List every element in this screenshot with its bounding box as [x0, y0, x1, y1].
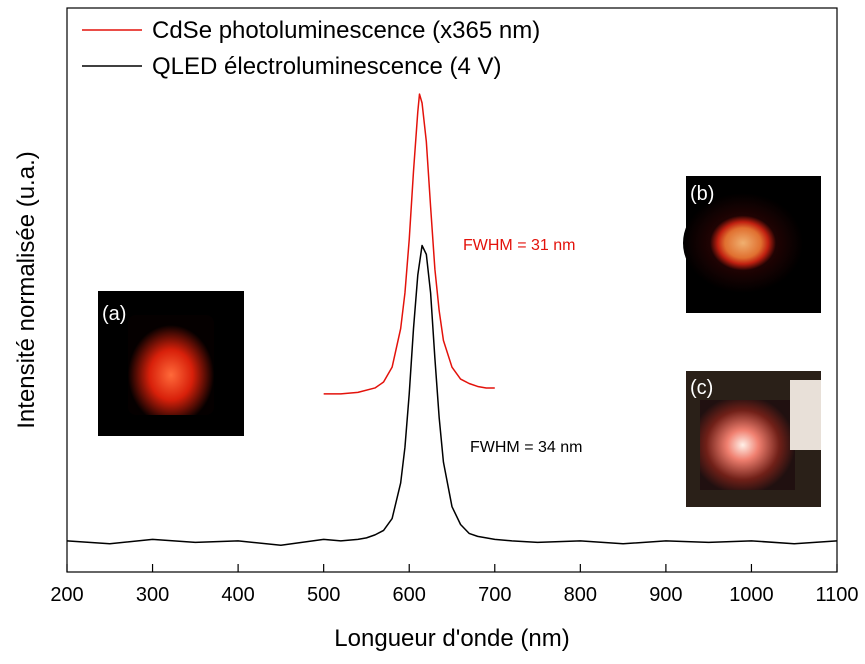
plot-frame	[66, 7, 838, 573]
photo-device	[700, 400, 795, 490]
x-axis-label: Longueur d'onde (nm)	[334, 625, 569, 652]
x-tick-label: 1000	[729, 584, 774, 606]
photo-holder	[790, 380, 821, 450]
legend-label: CdSe photoluminescence (x365 nm)	[152, 17, 540, 44]
x-tick-label: 200	[50, 584, 83, 606]
x-tick-label: 800	[564, 584, 597, 606]
inset-label: (b)	[690, 183, 714, 205]
y-axis-label: Intensité normalisée (u.a.)	[13, 151, 40, 428]
x-tick-label: 900	[649, 584, 682, 606]
x-tick-label: 600	[393, 584, 426, 606]
photo-vial	[128, 315, 214, 415]
inset-a: (a)	[98, 291, 244, 436]
inset-label: (c)	[690, 377, 713, 399]
annotation: FWHM = 31 nm	[463, 237, 575, 254]
x-tick-label: 300	[136, 584, 169, 606]
inset-label: (a)	[102, 303, 126, 325]
legend-label: QLED électroluminescence (4 V)	[152, 53, 501, 80]
x-tick-label: 1100	[815, 584, 858, 606]
photo-disc	[683, 193, 803, 293]
x-tick-label: 700	[478, 584, 511, 606]
series-line	[323, 93, 495, 395]
inset-c: (c)	[686, 371, 821, 507]
inset-b: (b)	[683, 176, 821, 313]
x-tick-label: 500	[307, 584, 340, 606]
annotation: FWHM = 34 nm	[470, 439, 582, 456]
series-line	[66, 244, 838, 547]
x-tick-label: 400	[221, 584, 254, 606]
